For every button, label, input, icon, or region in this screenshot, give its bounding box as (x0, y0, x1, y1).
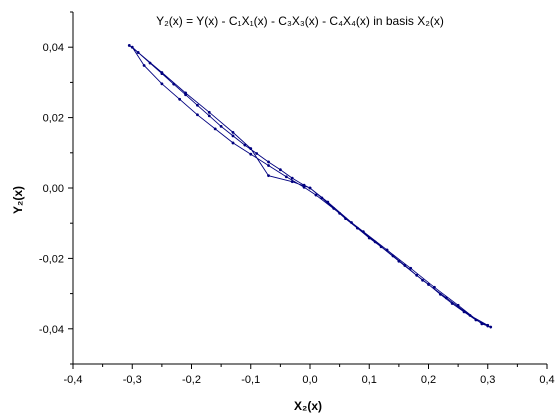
data-point (231, 141, 235, 145)
data-point (308, 186, 312, 190)
data-point (450, 302, 454, 305)
data-point (160, 82, 164, 86)
data-point (249, 152, 253, 156)
data-point (255, 152, 259, 155)
x-tick-label: -0,2 (182, 374, 201, 386)
data-point (172, 82, 176, 86)
data-point (344, 217, 347, 221)
x-tick-label: -0,4 (64, 374, 83, 386)
data-point (249, 147, 253, 150)
data-point (326, 200, 330, 204)
data-point (302, 183, 306, 187)
data-point (160, 71, 164, 74)
data-point (278, 168, 282, 172)
data-point (373, 240, 377, 244)
data-point (391, 254, 395, 258)
plot-area: -0,4 -0,3 -0,2 -0,1 0,0 0,1 0,2 0,3 0,4 0,04 0,02… (39, 11, 555, 386)
data-point (148, 61, 152, 65)
x-tick-label: 0,2 (421, 374, 436, 386)
data-point (409, 266, 413, 270)
data-point (468, 314, 472, 317)
data-point (489, 325, 493, 329)
data-point (385, 248, 389, 252)
data-point (421, 278, 424, 282)
data-point (456, 303, 460, 307)
data-point (356, 226, 359, 230)
data-point (302, 185, 306, 189)
data-point (367, 236, 371, 240)
chart-title: Y₂(x) = Y(x) - C₁X₁(x) - C₃X₃(x) - C₄X₄(… (156, 14, 444, 28)
data-point (136, 51, 140, 54)
data-point (213, 127, 217, 131)
data-point (142, 64, 146, 67)
data-point (130, 45, 134, 49)
y-axis-label: Y₂(x) (11, 186, 25, 214)
x-ticks: -0,4 -0,3 -0,2 -0,1 0,0 0,1 0,2 0,3 0,4 (64, 364, 555, 386)
data-point (314, 193, 318, 197)
series-line (129, 45, 491, 328)
data-point (486, 323, 490, 327)
x-tick-label: 0,0 (302, 374, 317, 386)
data-point (284, 175, 288, 179)
data-point (196, 113, 199, 117)
data-point (379, 245, 383, 249)
y-tick-label: 0,04 (43, 42, 64, 54)
y-tick-label: 0,00 (43, 183, 64, 195)
x-tick-label: 0,1 (362, 374, 377, 386)
data-point (267, 164, 270, 167)
y-tick-label: -0,02 (39, 253, 64, 265)
data-point (433, 285, 436, 289)
y-tick-label: 0,02 (43, 113, 64, 125)
data-point (474, 318, 478, 322)
data-point (267, 160, 270, 164)
data-point (243, 143, 247, 147)
data-point (415, 273, 419, 277)
x-axis-label: X₂(x) (294, 399, 322, 413)
data-point (480, 322, 484, 326)
data-point (444, 296, 448, 300)
data-point (332, 207, 336, 210)
data-point (397, 259, 401, 263)
data-point (231, 130, 235, 134)
data-point (427, 283, 430, 286)
data-point (350, 221, 353, 224)
data-point (178, 97, 182, 101)
data-point (196, 103, 199, 107)
series-layer (127, 44, 493, 329)
x-tick-label: -0,3 (123, 374, 142, 386)
data-point (219, 125, 223, 128)
data-point (438, 292, 442, 296)
data-point (127, 44, 131, 47)
data-point (361, 230, 365, 234)
data-point (338, 211, 342, 215)
data-point (290, 180, 294, 184)
x-tick-label: -0,1 (241, 374, 260, 386)
x-tick-label: 0,4 (539, 374, 554, 386)
data-point (231, 134, 235, 138)
data-point (462, 310, 466, 314)
data-point (207, 114, 211, 118)
data-point (184, 91, 187, 95)
x-tick-label: 0,3 (480, 374, 495, 386)
y-tick-label: -0,04 (39, 324, 64, 336)
data-point (320, 196, 324, 200)
y-ticks: 0,04 0,02 0,00 -0,02 -0,04 (39, 11, 73, 365)
data-point (403, 264, 407, 267)
data-point (267, 174, 270, 178)
data-point (290, 176, 294, 180)
data-point (207, 110, 211, 114)
